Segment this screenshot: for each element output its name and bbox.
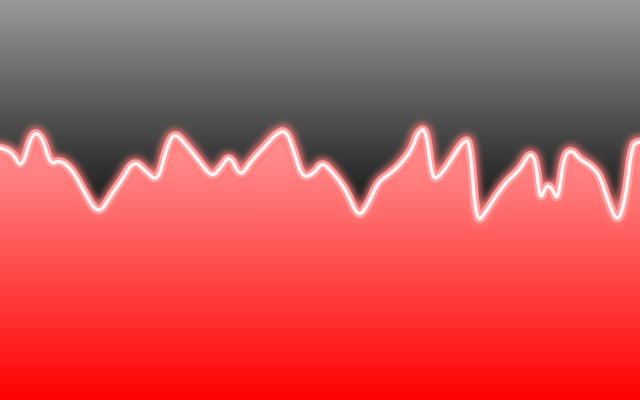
wave-line-core <box>0 128 640 221</box>
lower-gradient-region <box>0 129 640 400</box>
